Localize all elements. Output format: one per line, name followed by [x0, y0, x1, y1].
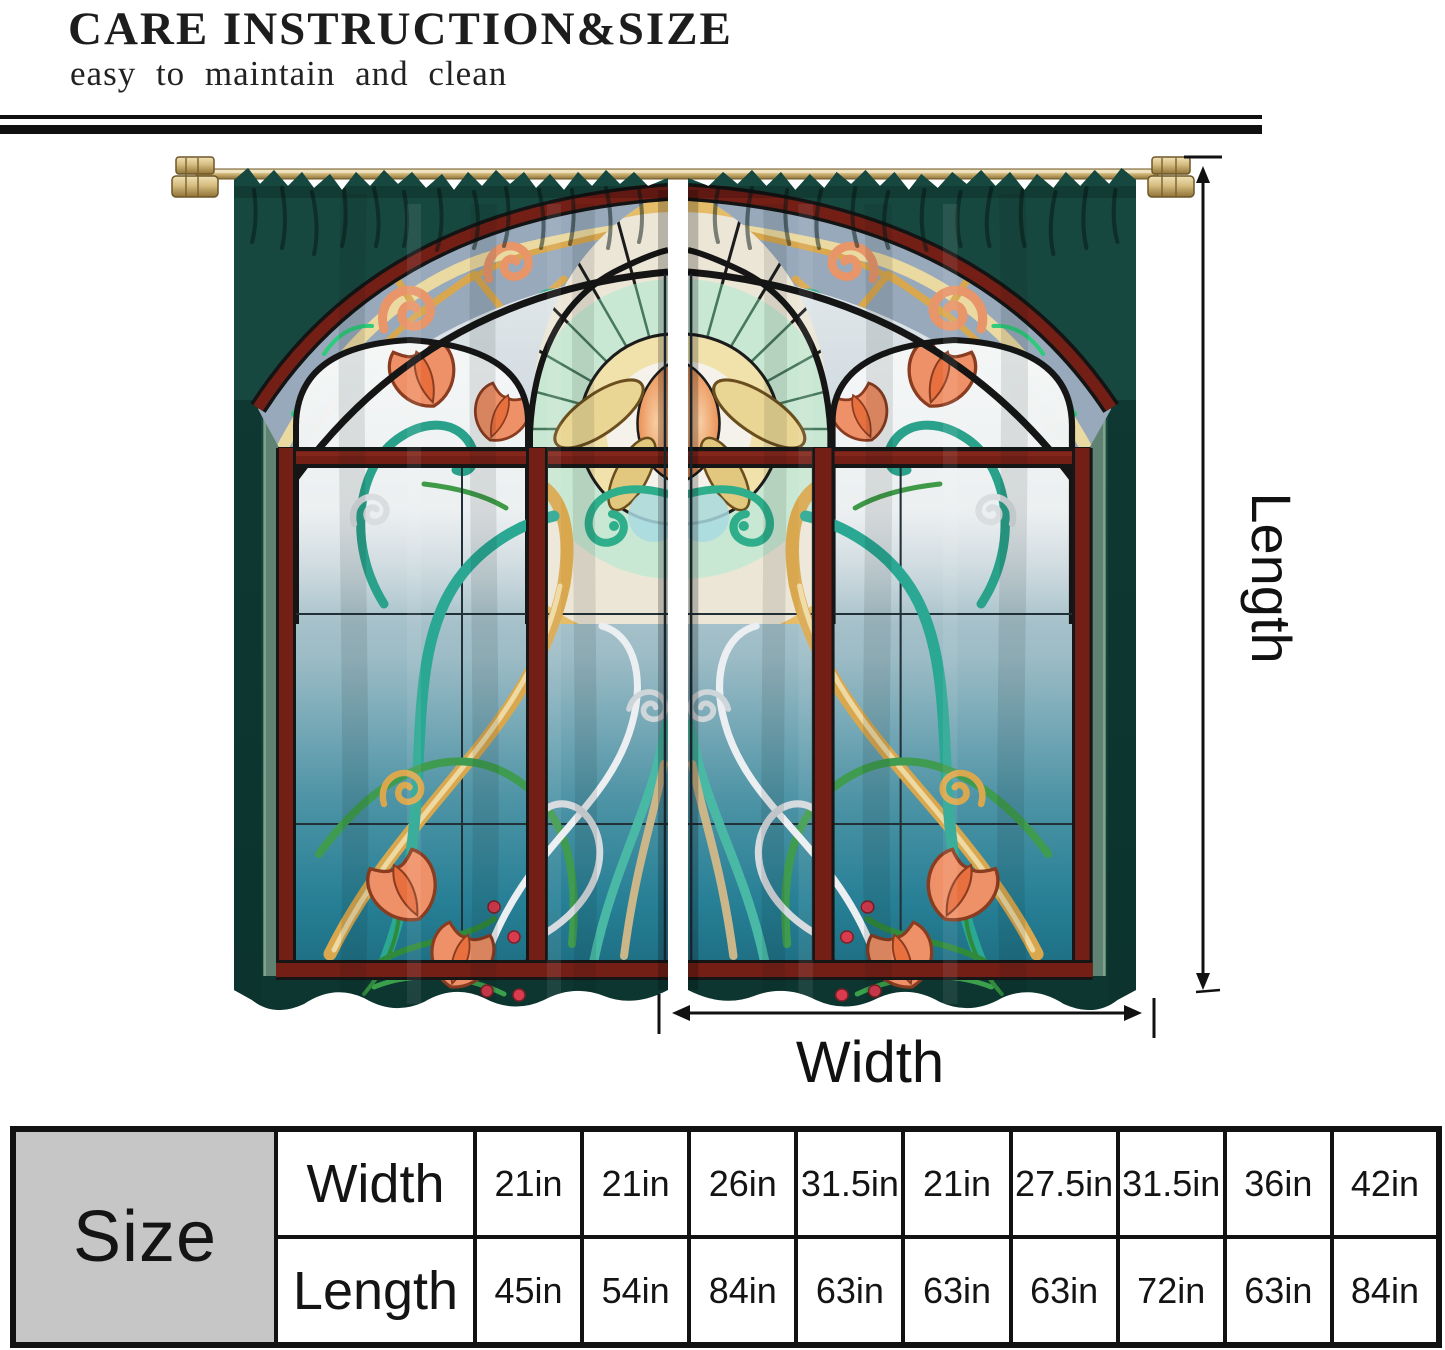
- size-table-section: Size Width 21in 21in 26in 31.5in 21in 27…: [10, 1126, 1442, 1348]
- width-value-cell: 26in: [687, 1127, 799, 1239]
- length-dimension-arrowheads: [1196, 166, 1210, 990]
- divider-line-thick: [0, 125, 1262, 134]
- width-value-cell: 21in: [472, 1127, 585, 1239]
- width-value-cell: 36in: [1222, 1127, 1334, 1239]
- size-corner-cell: Size: [11, 1127, 278, 1347]
- length-value-cell: 63in: [1222, 1235, 1334, 1347]
- divider-line-thin: [0, 115, 1262, 119]
- length-row-label: Length: [274, 1235, 477, 1347]
- size-table: Size Width 21in 21in 26in 31.5in 21in 27…: [10, 1126, 1442, 1348]
- length-value-cell: 54in: [580, 1235, 692, 1347]
- length-value-cell: 63in: [901, 1235, 1013, 1347]
- length-value-cell: 63in: [1008, 1235, 1120, 1347]
- right-finial: [1147, 156, 1195, 198]
- width-dimension-arrowheads: [672, 1005, 1142, 1021]
- width-value-cell: 31.5in: [794, 1127, 906, 1239]
- width-value-cell: 27.5in: [1008, 1127, 1120, 1239]
- length-label: Length: [1240, 492, 1303, 663]
- length-value-cell: 84in: [687, 1235, 799, 1347]
- width-value-cell: 42in: [1329, 1127, 1442, 1239]
- page-subtitle: easy to maintain and clean: [70, 54, 508, 93]
- width-value-cell: 31.5in: [1115, 1127, 1227, 1239]
- length-value-cell: 63in: [794, 1235, 906, 1347]
- width-value-cell: 21in: [901, 1127, 1013, 1239]
- length-value-cell: 45in: [472, 1235, 585, 1347]
- length-value-cell: 72in: [1115, 1235, 1227, 1347]
- width-dimension: [657, 994, 1156, 1038]
- width-row-label: Width: [274, 1127, 477, 1239]
- left-finial: [171, 156, 219, 198]
- width-value-cell: 21in: [580, 1127, 692, 1239]
- width-label: Width: [796, 1030, 944, 1095]
- page-title: CARE INSTRUCTION&SIZE: [68, 3, 733, 55]
- length-dimension: [1184, 155, 1222, 994]
- length-value-cell: 84in: [1329, 1235, 1442, 1347]
